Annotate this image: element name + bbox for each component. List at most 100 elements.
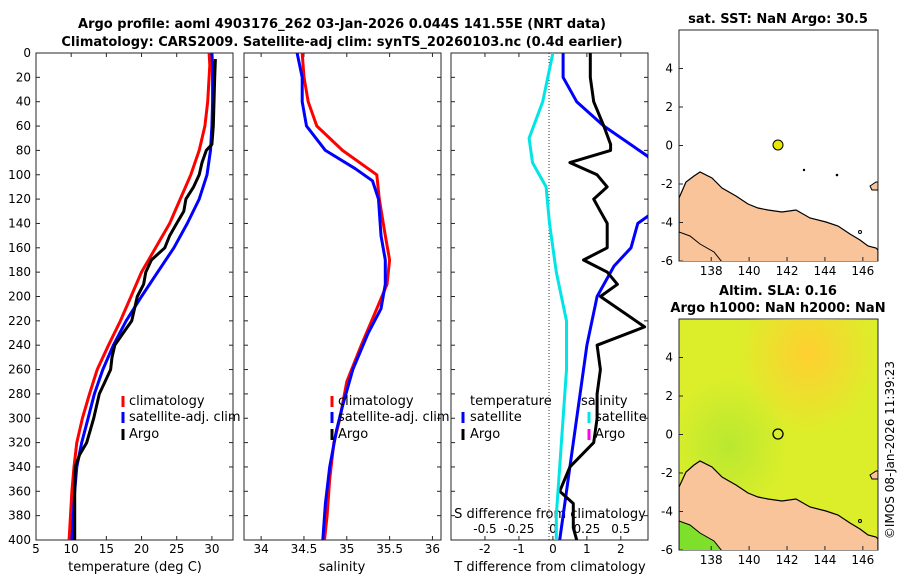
- map-lon-tick-label: 144: [813, 264, 836, 278]
- temperature-tick-label: 10: [64, 542, 79, 556]
- land-south: [679, 231, 722, 261]
- depth-tick-label: 180: [8, 265, 31, 279]
- argo-position-marker: [772, 428, 784, 440]
- map-lon-tick-label: 146: [851, 264, 874, 278]
- land-new-guinea: [679, 460, 878, 550]
- difference-xlabel: T difference from climatology: [453, 560, 646, 575]
- legend-temperature-heading: temperature: [470, 394, 552, 409]
- series-line-s-satellite: [527, 53, 568, 540]
- s-difference-tick-label: 0.5: [611, 522, 630, 536]
- depth-tick-label: 40: [16, 95, 31, 109]
- temperature-axes: [35, 52, 234, 541]
- series-line-climatology: [67, 53, 212, 540]
- islet-dot: [802, 168, 806, 172]
- map-lat-tick-label: -4: [661, 216, 673, 230]
- map-lat-tick-label: 4: [665, 62, 673, 76]
- map-lon-tick-label: 142: [776, 553, 799, 567]
- legend-satellite: satellite-adj. clim: [338, 410, 450, 425]
- depth-tick-label: 220: [8, 314, 31, 328]
- islet-dot: [858, 519, 862, 523]
- difference-tick-label: 2: [617, 542, 625, 556]
- sla-map-title-line1: Altim. SLA: 0.16: [719, 284, 837, 299]
- map-lon-tick-label: 144: [813, 553, 836, 567]
- temperature-series: [67, 53, 217, 540]
- series-line-t-argo: [558, 53, 647, 540]
- temperature-legend: climatology satellite-adj. clim Argo: [121, 394, 241, 442]
- sla-map-title-line2: Argo h1000: NaN h2000: NaN: [670, 301, 885, 316]
- legend-argo: Argo: [129, 427, 159, 442]
- temperature-tick-label: 20: [134, 542, 149, 556]
- sla-shelf-region: [679, 520, 722, 550]
- temperature-tick-label: 5: [32, 542, 40, 556]
- series-line-argo: [73, 59, 217, 540]
- series-line-t-satellite: [558, 53, 648, 540]
- salinity-series: [295, 53, 392, 540]
- map-lon-tick-label: 142: [776, 264, 799, 278]
- legend-s-argo: Argo: [595, 427, 625, 442]
- difference-tick-label: 0: [549, 542, 557, 556]
- map-lat-tick-label: 4: [665, 351, 673, 365]
- depth-tick-labels: 0 20 40 60 80 100 120 140 160 180 200 220 240 260 280 3…: [8, 46, 31, 547]
- difference-tick-labels: -2 -1 0 1 2: [479, 53, 625, 556]
- map-lat-tick-label: -2: [661, 466, 673, 480]
- salinity-tick-label: 35.5: [376, 542, 403, 556]
- s-difference-xlabel: S difference from climatology: [454, 507, 646, 522]
- depth-tick-label: 200: [8, 290, 31, 304]
- argo-position-marker: [772, 139, 784, 151]
- map-lat-tick-label: -6: [661, 543, 673, 557]
- sst-map-ticks: 138 140 142 144 146 4 2 0 -2 -4 -6: [661, 62, 874, 279]
- salinity-axes: [243, 52, 442, 541]
- depth-tick-label: 100: [8, 168, 31, 182]
- depth-tick-label: 340: [8, 460, 31, 474]
- series-line-satellite-adj-clim: [295, 53, 387, 540]
- depth-tick-label: 260: [8, 363, 31, 377]
- depth-tick-label: 120: [8, 192, 31, 206]
- map-lat-tick-label: 0: [665, 139, 673, 153]
- sla-map: [678, 318, 879, 551]
- legend-salinity-heading: salinity: [581, 394, 628, 409]
- s-difference-tick-label: 0: [549, 522, 557, 536]
- map-lat-tick-label: 2: [665, 100, 673, 114]
- map-lon-tick-label: 140: [738, 553, 761, 567]
- legend-t-argo: Argo: [470, 427, 500, 442]
- figure-title-line1: Argo profile: aoml 4903176_262 03-Jan-20…: [78, 17, 606, 32]
- s-difference-tick-label: 0.25: [574, 522, 601, 536]
- legend-argo: Argo: [338, 427, 368, 442]
- difference-tick-label: -2: [479, 542, 491, 556]
- difference-series: [527, 53, 648, 540]
- islet-dot: [858, 230, 862, 234]
- legend-climatology: climatology: [338, 394, 414, 409]
- difference-legend: temperature salinity satellite Argo sate…: [461, 394, 647, 442]
- map-lat-tick-label: 2: [665, 389, 673, 403]
- depth-tick-label: 360: [8, 484, 31, 498]
- depth-tick-label: 400: [8, 533, 31, 547]
- temperature-tick-label: 15: [99, 542, 114, 556]
- depth-tick-label: 280: [8, 387, 31, 401]
- legend-s-satellite: satellite: [595, 410, 647, 425]
- map-lat-tick-label: -2: [661, 177, 673, 191]
- depth-tick-label: 140: [8, 216, 31, 230]
- depth-tick-label: 80: [16, 143, 31, 157]
- temperature-tick-label: 30: [204, 542, 219, 556]
- temperature-xlabel: temperature (deg C): [68, 560, 202, 575]
- temperature-tick-label: 25: [169, 542, 184, 556]
- temperature-tick-labels: 5 10 15 20 25 30: [32, 53, 220, 556]
- depth-tick-label: 160: [8, 241, 31, 255]
- salinity-tick-label: 34: [253, 542, 268, 556]
- map-lon-tick-label: 138: [700, 553, 723, 567]
- depth-tick-label: 0: [23, 46, 31, 60]
- salinity-tick-label: 35: [339, 542, 354, 556]
- salinity-legend: climatology satellite-adj. clim Argo: [330, 394, 450, 442]
- s-difference-tick-label: -0.5: [473, 522, 496, 536]
- map-lon-tick-label: 138: [700, 264, 723, 278]
- map-lon-tick-label: 146: [851, 553, 874, 567]
- salinity-xlabel: salinity: [319, 560, 366, 575]
- imos-credit: ©IMOS 08-Jan-2026 11:39:23: [883, 361, 897, 539]
- salinity-tick-label: 36: [425, 542, 440, 556]
- s-difference-tick-labels: -0.5 -0.25 0 0.25 0.5: [473, 522, 630, 536]
- difference-tick-label: -1: [513, 542, 525, 556]
- depth-tick-label: 240: [8, 338, 31, 352]
- legend-satellite: satellite-adj. clim: [129, 410, 241, 425]
- salinity-tick-labels: 34 34.5 35 35.5 36: [253, 53, 440, 556]
